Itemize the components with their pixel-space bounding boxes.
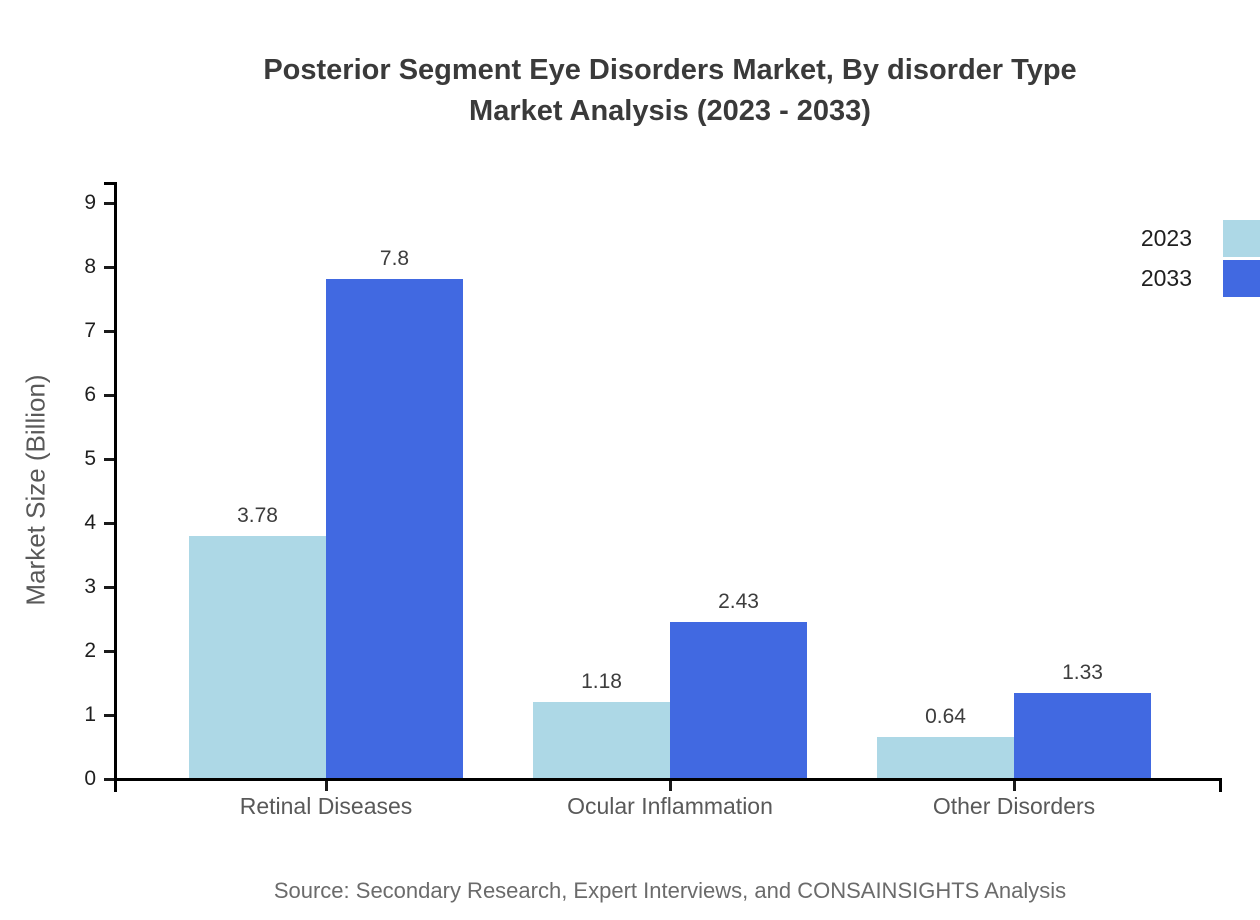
legend-swatch bbox=[1223, 220, 1260, 257]
chart-title-line1: Posterior Segment Eye Disorders Market, … bbox=[263, 54, 1077, 86]
y-tick-label: 9 bbox=[84, 191, 96, 214]
x-axis-line bbox=[114, 778, 1222, 781]
y-tick bbox=[104, 778, 114, 781]
y-tick bbox=[104, 330, 114, 333]
y-tick-label: 3 bbox=[84, 575, 96, 598]
y-tick-label: 6 bbox=[84, 383, 96, 406]
bar-value-label: 1.33 bbox=[1062, 661, 1103, 684]
legend-label: 2023 bbox=[1140, 225, 1192, 251]
x-axis-right-cap-tick bbox=[1219, 781, 1222, 792]
y-tick-label: 4 bbox=[84, 511, 96, 534]
x-axis-category-label: Other Disorders bbox=[932, 793, 1096, 819]
y-axis-top-cap-tick bbox=[104, 182, 114, 185]
y-tick bbox=[104, 202, 114, 205]
y-tick-label: 7 bbox=[84, 319, 96, 342]
x-axis-category-label: Ocular Inflammation bbox=[567, 793, 773, 819]
y-tick bbox=[104, 458, 114, 461]
bar-2033-0 bbox=[326, 279, 463, 778]
bar-value-label: 0.64 bbox=[925, 705, 966, 728]
bar-2023-0 bbox=[189, 536, 326, 778]
y-tick bbox=[104, 586, 114, 589]
bar-2023-2 bbox=[877, 737, 1014, 778]
x-tick bbox=[325, 781, 328, 791]
bar-value-label: 1.18 bbox=[581, 670, 622, 693]
y-tick-label: 1 bbox=[84, 703, 96, 726]
chart-title: Posterior Segment Eye Disorders Market, … bbox=[263, 50, 1076, 132]
legend-swatch bbox=[1223, 260, 1260, 297]
y-tick-label: 5 bbox=[84, 447, 96, 470]
y-axis-label: Market Size (Billion) bbox=[20, 374, 51, 606]
y-tick bbox=[104, 266, 114, 269]
chart-title-line2: Market Analysis (2023 - 2033) bbox=[469, 95, 871, 127]
y-tick-label: 8 bbox=[84, 255, 96, 278]
bar-2023-1 bbox=[533, 702, 670, 778]
y-tick bbox=[104, 650, 114, 653]
bar-2033-2 bbox=[1014, 693, 1151, 778]
bar-value-label: 3.78 bbox=[237, 504, 278, 527]
source-note: Source: Secondary Research, Expert Inter… bbox=[273, 878, 1067, 903]
y-tick bbox=[104, 714, 114, 717]
bar-2033-1 bbox=[670, 622, 807, 778]
bar-value-label: 7.8 bbox=[379, 247, 410, 270]
bar-value-label: 2.43 bbox=[718, 590, 759, 613]
x-tick bbox=[669, 781, 672, 791]
y-axis-line bbox=[114, 182, 117, 792]
y-tick bbox=[104, 522, 114, 525]
y-tick-label: 0 bbox=[84, 767, 96, 790]
x-axis-category-label: Retinal Diseases bbox=[239, 793, 413, 819]
legend-label: 2033 bbox=[1140, 265, 1192, 291]
x-tick bbox=[1013, 781, 1016, 791]
y-tick bbox=[104, 394, 114, 397]
y-tick-label: 2 bbox=[84, 639, 96, 662]
